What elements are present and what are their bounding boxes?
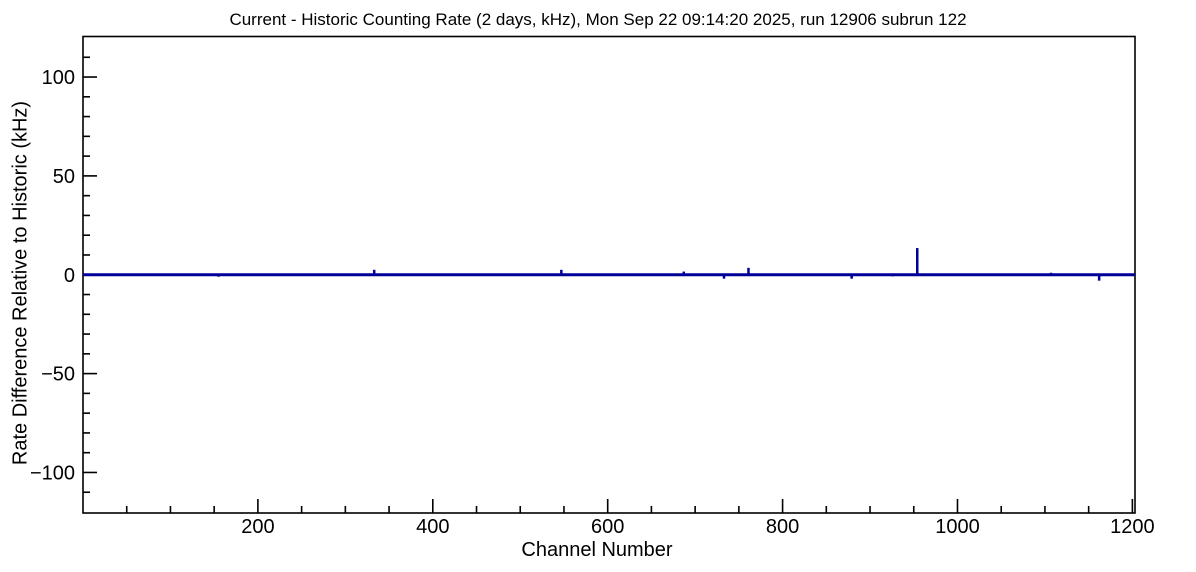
x-tick-label: 800: [766, 516, 799, 538]
y-tick-label: 100: [42, 67, 75, 89]
y-tick-label: 50: [53, 166, 75, 188]
y-tick-label: −100: [30, 462, 75, 484]
x-tick-label: 400: [416, 516, 449, 538]
x-tick-label: 1200: [1110, 516, 1155, 538]
y-tick-label: −50: [41, 364, 75, 386]
chart-title: Current - Historic Counting Rate (2 days…: [229, 10, 967, 29]
x-tick-label: 200: [241, 516, 274, 538]
x-tick-label: 600: [591, 516, 624, 538]
y-tick-label: 0: [64, 265, 75, 287]
x-tick-label: 1000: [935, 516, 980, 538]
x-axis-title: Channel Number: [521, 539, 673, 561]
